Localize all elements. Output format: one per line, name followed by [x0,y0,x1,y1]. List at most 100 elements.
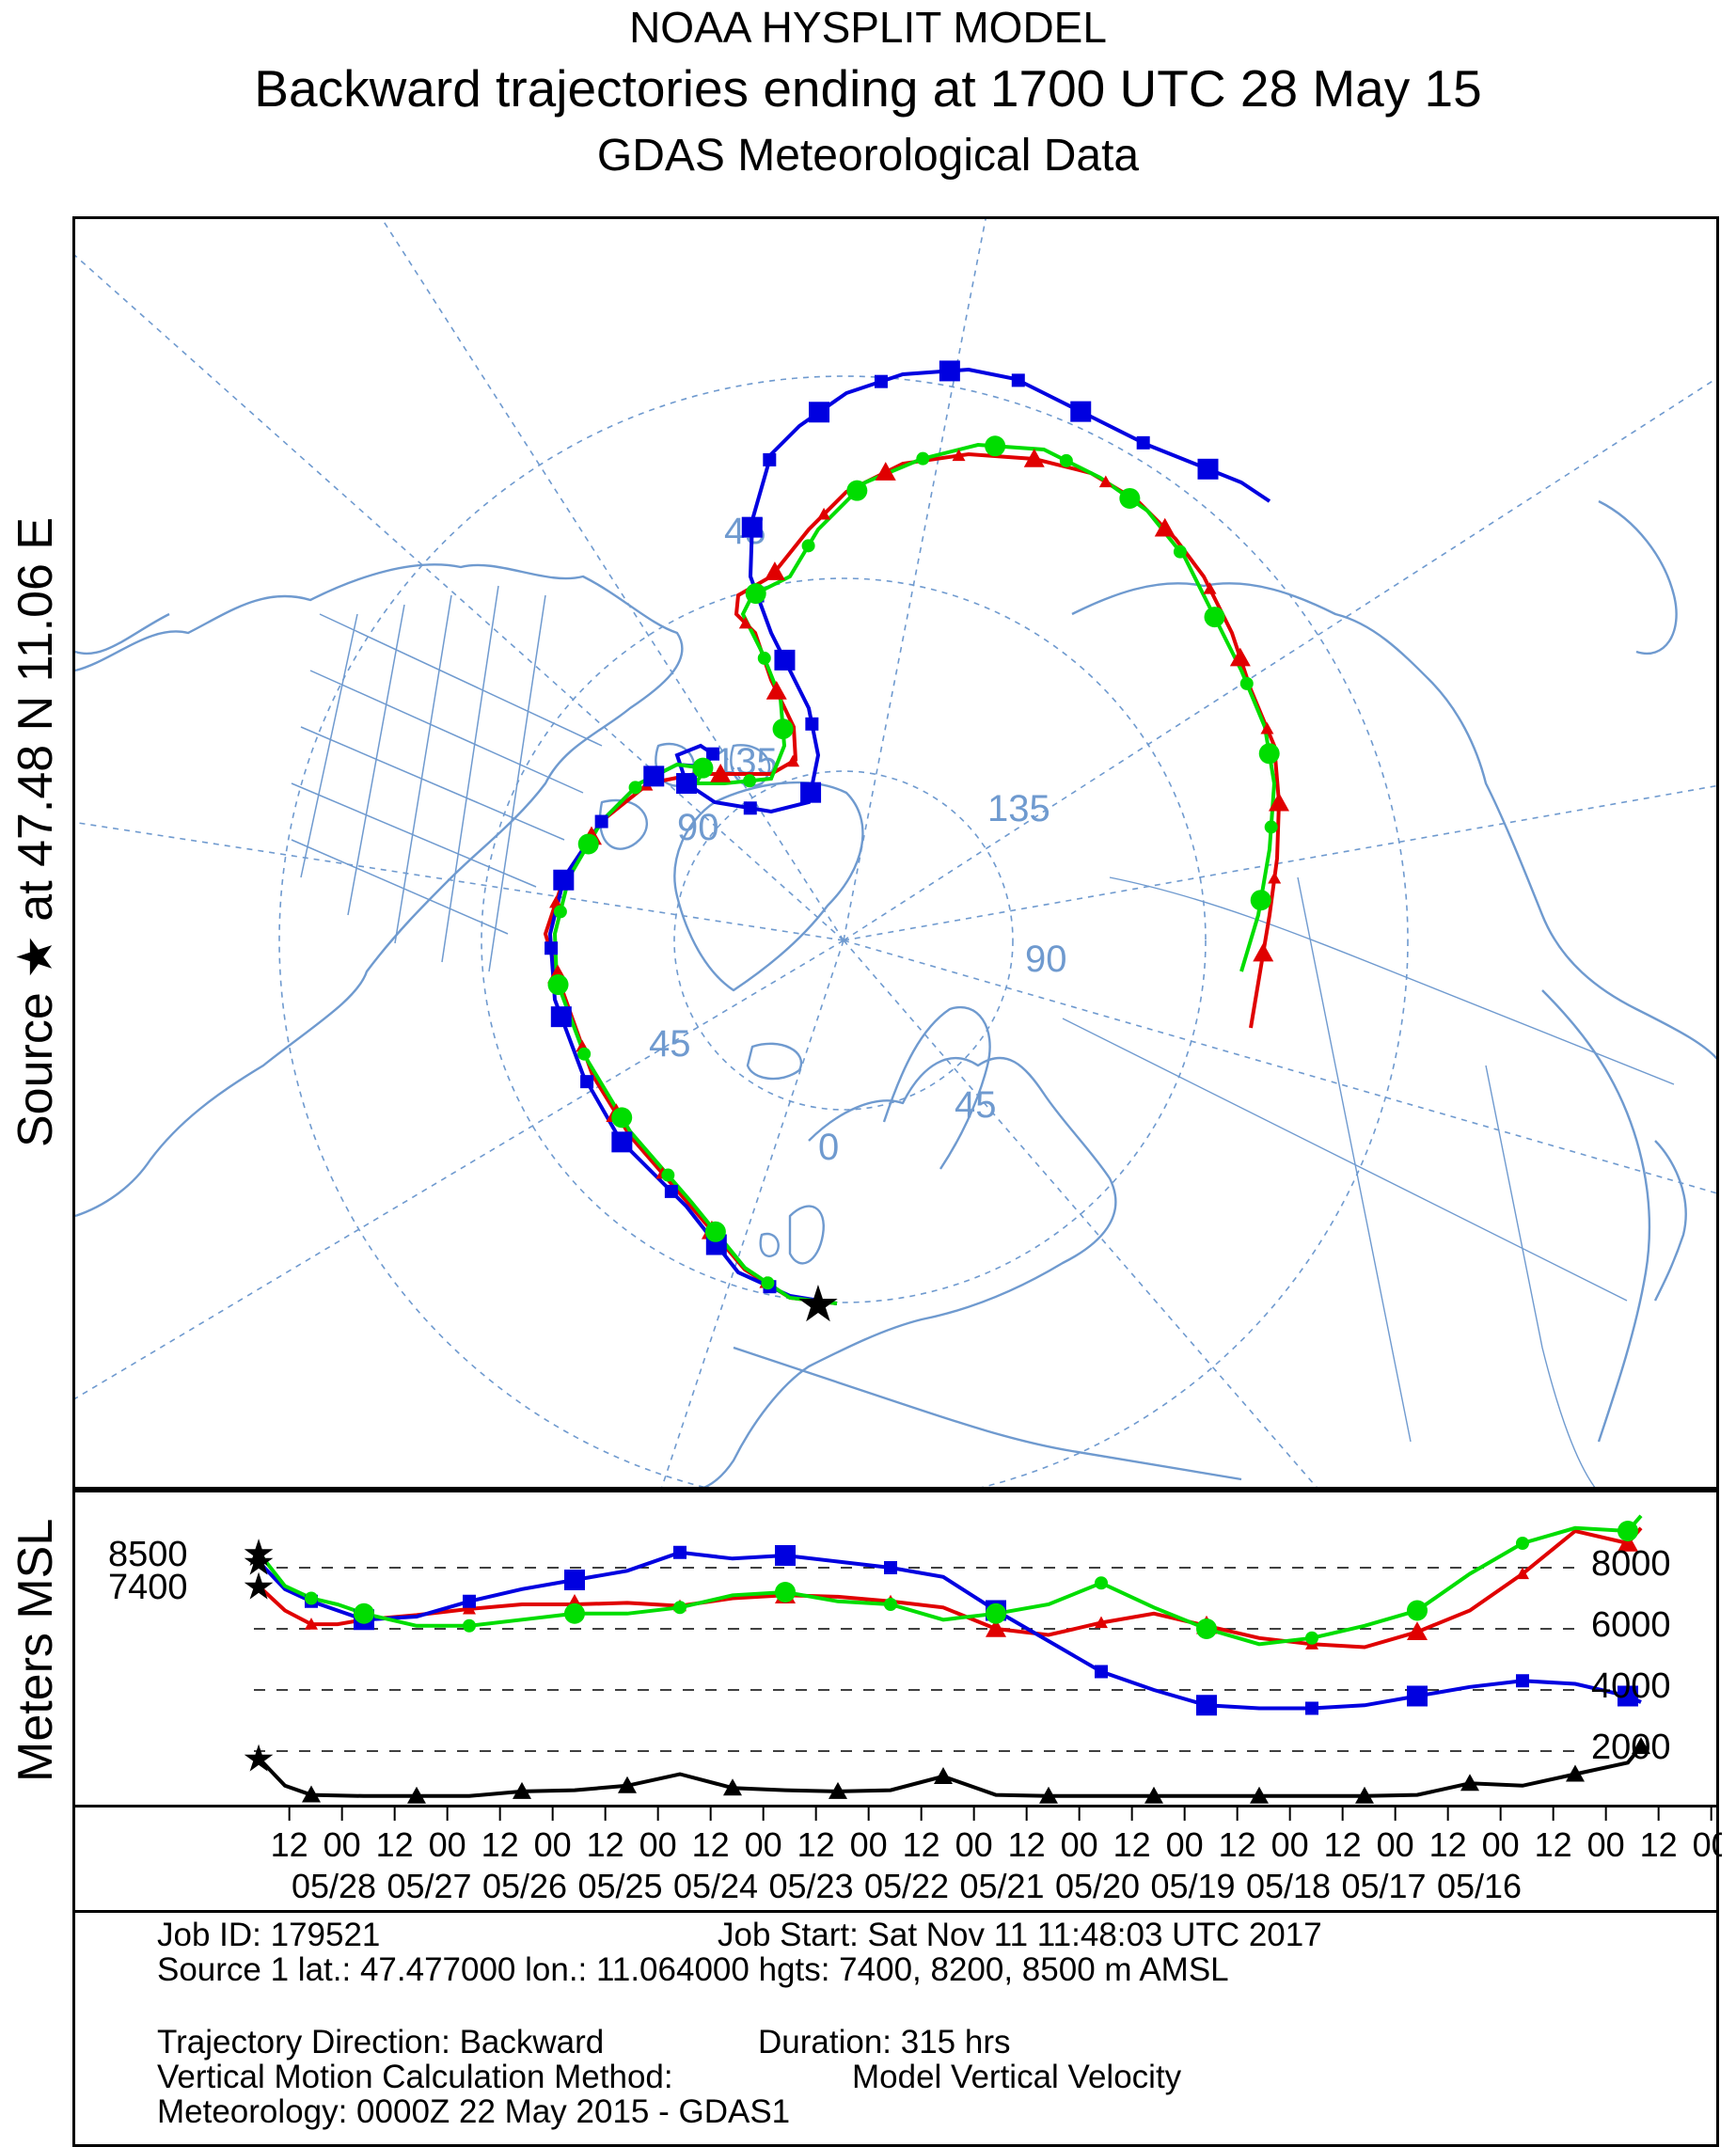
job-id: Job ID: 179521 [157,1917,381,1953]
map-marker [743,801,757,815]
time-hour-label: 12 [376,1825,414,1864]
map-marker [745,583,766,605]
map-marker [1059,453,1073,467]
asia-interior-borders [1062,876,1675,1487]
time-date-label: 05/28 [292,1867,376,1905]
time-date-label: 05/16 [1437,1867,1522,1905]
map-marker [1253,942,1274,962]
vertical-motion-value: Model Vertical Velocity [852,2059,1182,2095]
rainfall-point [1250,1786,1269,1804]
altitude-point [305,1591,318,1605]
altitude-line [257,1514,1643,1647]
map-marker [772,718,794,740]
meteorology: Meteorology: 0000Z 22 May 2015 - GDAS1 [157,2093,791,2130]
altitude-markers: ★★★★ [242,1521,1650,1804]
map-marker [692,757,714,779]
vertical-motion-label: Vertical Motion Calculation Method: [157,2059,673,2095]
trajectory-direction: Trajectory Direction: Backward [157,2024,605,2060]
rainfall-point [1144,1786,1163,1804]
trajectory-map: 135 90 45 0 45 90 135 45 [72,216,1719,1490]
altitude-point [775,1545,796,1566]
time-hour-label: 00 [1271,1825,1309,1864]
iceland-coast [746,1042,803,1081]
time-date-label: 05/20 [1055,1867,1140,1905]
east-asia-coast [1541,989,1651,1443]
rainfall-point [1632,1737,1650,1755]
map-marker [763,452,777,466]
time-hour-label: 00 [955,1825,993,1864]
map-marker [1173,545,1187,559]
time-hour-label: 00 [1377,1825,1414,1864]
altitude-gridlines [254,1567,1580,1752]
map-marker [1264,820,1278,834]
map-marker [611,1107,633,1129]
map-marker [939,360,960,382]
altitude-point [564,1602,585,1624]
graticule [75,219,1716,1487]
map-marker [875,462,896,481]
altitude-point [673,1601,687,1615]
europe-coast [702,1056,1117,1487]
map-marker [738,616,752,629]
map-marker [1154,517,1176,537]
map-marker [1203,582,1217,594]
rainfall-point [723,1778,742,1796]
rainfall-point [618,1776,637,1793]
map-marker [1239,676,1254,690]
altitude-point [884,1598,897,1611]
time-date-label: 05/22 [864,1867,949,1905]
job-start: Job Start: Sat Nov 11 11:48:03 UTC 2017 [718,1917,1322,1953]
altitude-point [1618,1685,1638,1707]
meridian-45w [75,939,844,1399]
time-axis: 12 00 12 00 12 00 12 00 12 00 12 00 12 00 12 00 12 00 12 00… [271,1808,1722,1905]
map-marker [916,451,930,466]
y-tick-6000: 6000 [1591,1605,1671,1645]
map-marker [553,905,567,919]
map-marker [704,1221,726,1242]
time-hour-label: 00 [1587,1825,1625,1864]
uk-ireland [759,1205,825,1265]
map-marker [1119,487,1141,509]
map-marker [549,895,563,908]
altitude-series [257,1514,1643,1798]
map-marker [1204,607,1225,628]
lon-label-90e: 90 [1025,939,1067,980]
map-marker [1229,647,1251,667]
map-marker [846,480,868,501]
time-axis-panel: 12 00 12 00 12 00 12 00 12 00 12 00 12 00 12 00 12 00 12 00… [72,1808,1722,1913]
altitude-point [673,1545,687,1559]
time-hour-label: 00 [1166,1825,1204,1864]
siberia-coast [1071,582,1716,1060]
altitude-point [1305,1701,1318,1715]
japan-coast [1653,1140,1687,1302]
map-marker [628,781,642,795]
map-marker [985,435,1006,457]
time-hour-label: 12 [797,1825,835,1864]
scandinavia [882,1006,991,1170]
rainfall-point [1566,1764,1585,1782]
north-america-coast [75,563,684,1218]
time-date-label: 05/18 [1246,1867,1331,1905]
map-marker [553,869,575,891]
map-marker [710,764,732,782]
time-hour-label: 00 [1061,1825,1098,1864]
map-marker [1023,448,1045,467]
time-ticks: 12 00 12 00 12 00 12 00 12 00 12 00 12 00 12 00 12 00 12 00… [271,1808,1722,1905]
altitude-point [1407,1600,1428,1621]
lat-circle-60 [481,577,1207,1303]
time-date-label: 05/25 [577,1867,662,1905]
y-tick-8000: 8000 [1591,1544,1671,1584]
altitude-point [1196,1695,1217,1716]
rainfall-point [407,1786,426,1804]
time-hour-label: 00 [324,1825,361,1864]
map-marker [664,1184,678,1198]
time-hour-label: 12 [1219,1825,1256,1864]
altitude-point [1407,1685,1428,1707]
time-date-label: 05/27 [387,1867,471,1905]
meridian-90e [843,784,1716,941]
map-marker [874,374,888,388]
altitude-point [463,1602,476,1615]
map-marker [594,814,608,829]
altitude-point [1095,1665,1108,1679]
altitude-point [463,1618,476,1633]
